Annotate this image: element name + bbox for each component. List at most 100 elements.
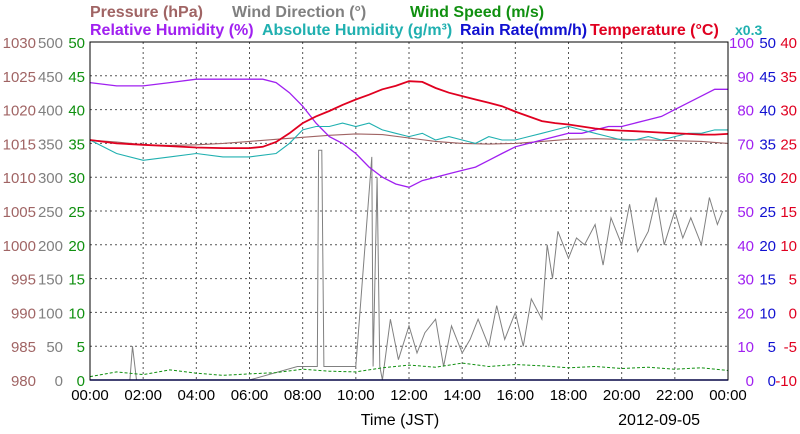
y-tick-label: 45	[759, 69, 776, 86]
y-tick-label: 400	[38, 103, 63, 120]
x-axis-label: Time (JST)	[361, 412, 440, 429]
y-tick-label: 0	[77, 373, 85, 390]
x-tick-label: 00:00	[709, 387, 747, 404]
series-layer	[89, 78, 729, 381]
y-tick-label: 25	[780, 136, 797, 153]
x-axis-ticks: 00:00 02:00 04:00 06:00 08:00 10:00 12:00 14:00…	[71, 387, 747, 404]
title-item: Absolute Humidity (g/m³)	[262, 22, 452, 39]
y-tick-label: 200	[38, 238, 63, 255]
y-tick-label: 10	[737, 339, 754, 356]
y-tick-label: 150	[38, 272, 63, 289]
title-item: Wind Speed (m/s)	[410, 4, 544, 21]
y-tick-label: 35	[780, 69, 797, 86]
y-tick-label: 40	[780, 35, 797, 52]
plot-frame	[89, 41, 729, 381]
x-tick-label: 02:00	[124, 387, 162, 404]
left-axes: 9809859909951000100510101015102010251030…	[3, 35, 85, 390]
y-tick-label: 980	[11, 373, 36, 390]
series-line	[89, 122, 728, 161]
y-tick-label: 50	[68, 35, 85, 52]
y-tick-label: 10	[68, 305, 85, 322]
y-tick-label: 0	[789, 305, 797, 322]
y-tick-label: -10	[775, 373, 797, 390]
series-line	[89, 78, 728, 188]
y-tick-label: 20	[737, 305, 754, 322]
scale-note: x0.3	[735, 22, 762, 38]
y-tick-label: 30	[737, 272, 754, 289]
y-tick-label: 100	[729, 35, 754, 52]
y-tick-label: 70	[737, 136, 754, 153]
y-tick-label: 1005	[3, 204, 36, 221]
y-tick-label: 50	[759, 35, 776, 52]
y-tick-label: 30	[759, 170, 776, 187]
y-tick-label: 1015	[3, 136, 36, 153]
x-tick-label: 20:00	[603, 387, 641, 404]
y-tick-label: 35	[759, 136, 776, 153]
x-tick-label: 14:00	[443, 387, 481, 404]
y-tick-label: 35	[68, 136, 85, 153]
series-line	[89, 133, 729, 146]
y-tick-label: 30	[780, 103, 797, 120]
y-tick-label: 5	[77, 339, 85, 356]
grid	[90, 42, 728, 380]
series-line	[89, 362, 729, 378]
y-tick-label: 985	[11, 339, 36, 356]
series-line	[90, 149, 724, 381]
y-tick-label: 40	[68, 103, 85, 120]
title-item: Wind Direction (°)	[232, 4, 366, 21]
date-label: 2012-09-05	[618, 412, 700, 429]
y-tick-label: 0	[55, 373, 63, 390]
y-tick-label: 20	[780, 170, 797, 187]
x-tick-label: 10:00	[337, 387, 375, 404]
y-tick-label: 50	[46, 339, 63, 356]
y-tick-label: 20	[68, 238, 85, 255]
y-tick-label: 1020	[3, 103, 36, 120]
y-tick-label: 1000	[3, 238, 36, 255]
y-tick-label: 10	[759, 305, 776, 322]
y-tick-label: 990	[11, 305, 36, 322]
y-tick-label: 250	[38, 204, 63, 221]
y-tick-label: 45	[68, 69, 85, 86]
y-tick-label: 0	[746, 373, 754, 390]
title-row-1: Pressure (hPa) Wind Direction (°) Wind Spe…	[90, 4, 544, 21]
x-tick-label: 08:00	[284, 387, 322, 404]
y-tick-label: 0	[768, 373, 776, 390]
x-tick-label: 04:00	[178, 387, 216, 404]
y-tick-label: 5	[789, 272, 797, 289]
title-item: Temperature (°C)	[590, 22, 719, 39]
y-tick-label: 995	[11, 272, 36, 289]
y-tick-label: 30	[68, 170, 85, 187]
y-tick-label: -5	[784, 339, 797, 356]
y-tick-label: 100	[38, 305, 63, 322]
y-tick-label: 80	[737, 103, 754, 120]
y-tick-label: 300	[38, 170, 63, 187]
y-tick-label: 15	[759, 272, 776, 289]
y-tick-label: 1010	[3, 170, 36, 187]
y-tick-label: 1030	[3, 35, 36, 52]
y-tick-label: 450	[38, 69, 63, 86]
x-tick-label: 16:00	[497, 387, 535, 404]
y-tick-label: 40	[737, 238, 754, 255]
right-axes: 0102030405060708090100051015202530354045…	[729, 35, 797, 390]
x-tick-label: 00:00	[71, 387, 109, 404]
y-tick-label: 15	[780, 204, 797, 221]
x-tick-label: 06:00	[231, 387, 269, 404]
y-tick-label: 25	[759, 204, 776, 221]
series-line	[89, 80, 729, 149]
y-tick-label: 40	[759, 103, 776, 120]
x-tick-label: 18:00	[550, 387, 588, 404]
title-item: Pressure (hPa)	[90, 4, 203, 21]
y-tick-label: 5	[768, 339, 776, 356]
y-tick-label: 50	[737, 204, 754, 221]
y-tick-label: 20	[759, 238, 776, 255]
y-tick-label: 10	[780, 238, 797, 255]
title-item: Relative Humidity (%)	[90, 22, 254, 39]
y-tick-label: 1025	[3, 69, 36, 86]
x-tick-label: 22:00	[656, 387, 694, 404]
title-row-2: Relative Humidity (%) Absolute Humidity (…	[90, 22, 762, 39]
y-tick-label: 350	[38, 136, 63, 153]
y-tick-label: 90	[737, 69, 754, 86]
y-tick-label: 25	[68, 204, 85, 221]
x-tick-label: 12:00	[390, 387, 428, 404]
